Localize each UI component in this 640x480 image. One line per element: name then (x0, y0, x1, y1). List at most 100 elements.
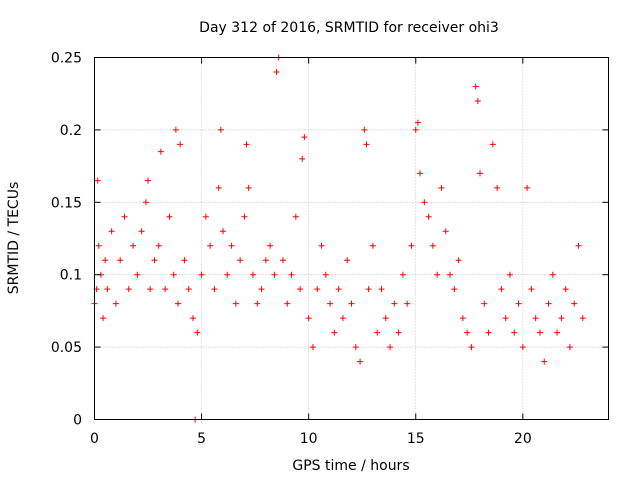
data-point (489, 141, 496, 148)
data-point (117, 257, 124, 264)
data-point (177, 141, 184, 148)
data-point (339, 315, 346, 322)
data-point (541, 358, 548, 365)
data-point (579, 315, 586, 322)
data-point (309, 344, 316, 351)
data-point (378, 286, 385, 293)
data-point (571, 300, 578, 307)
data-point (558, 315, 565, 322)
data-point (335, 286, 342, 293)
data-point (363, 141, 370, 148)
data-point (258, 286, 265, 293)
data-point (94, 177, 101, 184)
data-point (190, 315, 197, 322)
data-point (506, 271, 513, 278)
data-point (417, 170, 424, 177)
data-point (421, 199, 428, 206)
data-point (494, 184, 501, 191)
data-point (130, 242, 137, 249)
data-point (481, 300, 488, 307)
data-point (502, 315, 509, 322)
data-point (157, 148, 164, 155)
data-point (549, 271, 556, 278)
data-point (228, 242, 235, 249)
data-point (554, 329, 561, 336)
data-point (207, 242, 214, 249)
data-point (575, 242, 582, 249)
data-point (352, 344, 359, 351)
data-point (112, 300, 119, 307)
data-point (142, 199, 149, 206)
data-point (382, 315, 389, 322)
data-point (232, 300, 239, 307)
data-point (357, 358, 364, 365)
data-point (237, 257, 244, 264)
data-point (249, 271, 256, 278)
data-point (511, 329, 518, 336)
data-point (442, 228, 449, 235)
data-point (151, 257, 158, 264)
data-point (425, 213, 432, 220)
y-tick-label: 0.2 (60, 123, 82, 139)
y-tick-label: 0 (73, 413, 82, 429)
data-point (220, 228, 226, 235)
data-point (211, 286, 218, 293)
y-axis-label: SRMTID / TECUs (6, 182, 22, 295)
data-point (100, 315, 107, 322)
data-point (241, 213, 248, 220)
data-point (108, 228, 115, 235)
data-point (395, 329, 402, 336)
data-point (284, 300, 291, 307)
axis-ticks (94, 57, 609, 420)
data-point (273, 68, 280, 75)
data-point (243, 141, 250, 148)
data-point (202, 213, 209, 220)
data-point (455, 257, 462, 264)
data-point (391, 300, 398, 307)
data-points (91, 54, 586, 423)
data-point (404, 300, 411, 307)
data-point (224, 271, 231, 278)
data-point (217, 126, 224, 133)
data-point (447, 271, 454, 278)
data-point (318, 242, 325, 249)
data-point (125, 286, 132, 293)
data-point (121, 213, 128, 220)
data-point (562, 286, 569, 293)
data-point (528, 286, 535, 293)
data-point (185, 286, 192, 293)
data-point (175, 300, 182, 307)
data-point (532, 315, 539, 322)
data-point (408, 242, 415, 249)
x-axis-label: GPS time / hours (292, 458, 409, 474)
data-point (369, 242, 376, 249)
data-point (181, 257, 188, 264)
data-point (374, 329, 381, 336)
data-point (279, 257, 286, 264)
data-point (414, 119, 421, 126)
data-point (170, 271, 177, 278)
data-point (194, 329, 201, 336)
data-point (327, 300, 334, 307)
data-point (464, 329, 471, 336)
data-point (399, 271, 406, 278)
data-point (162, 286, 169, 293)
x-tick-labels: 0 5 10 15 20 (90, 431, 532, 447)
data-point (536, 329, 543, 336)
data-point (451, 286, 458, 293)
data-point (134, 271, 141, 278)
y-tick-label: 0.25 (51, 51, 82, 67)
data-point (344, 257, 351, 264)
data-point (524, 184, 531, 191)
x-tick-label: 20 (514, 431, 532, 447)
data-point (498, 286, 505, 293)
data-point (145, 177, 152, 184)
data-point (519, 344, 526, 351)
grid-lines (94, 57, 609, 420)
data-point (387, 344, 394, 351)
data-point (412, 126, 419, 133)
data-point (155, 242, 162, 249)
x-tick-label: 5 (197, 431, 206, 447)
y-tick-label: 0.1 (60, 268, 82, 284)
